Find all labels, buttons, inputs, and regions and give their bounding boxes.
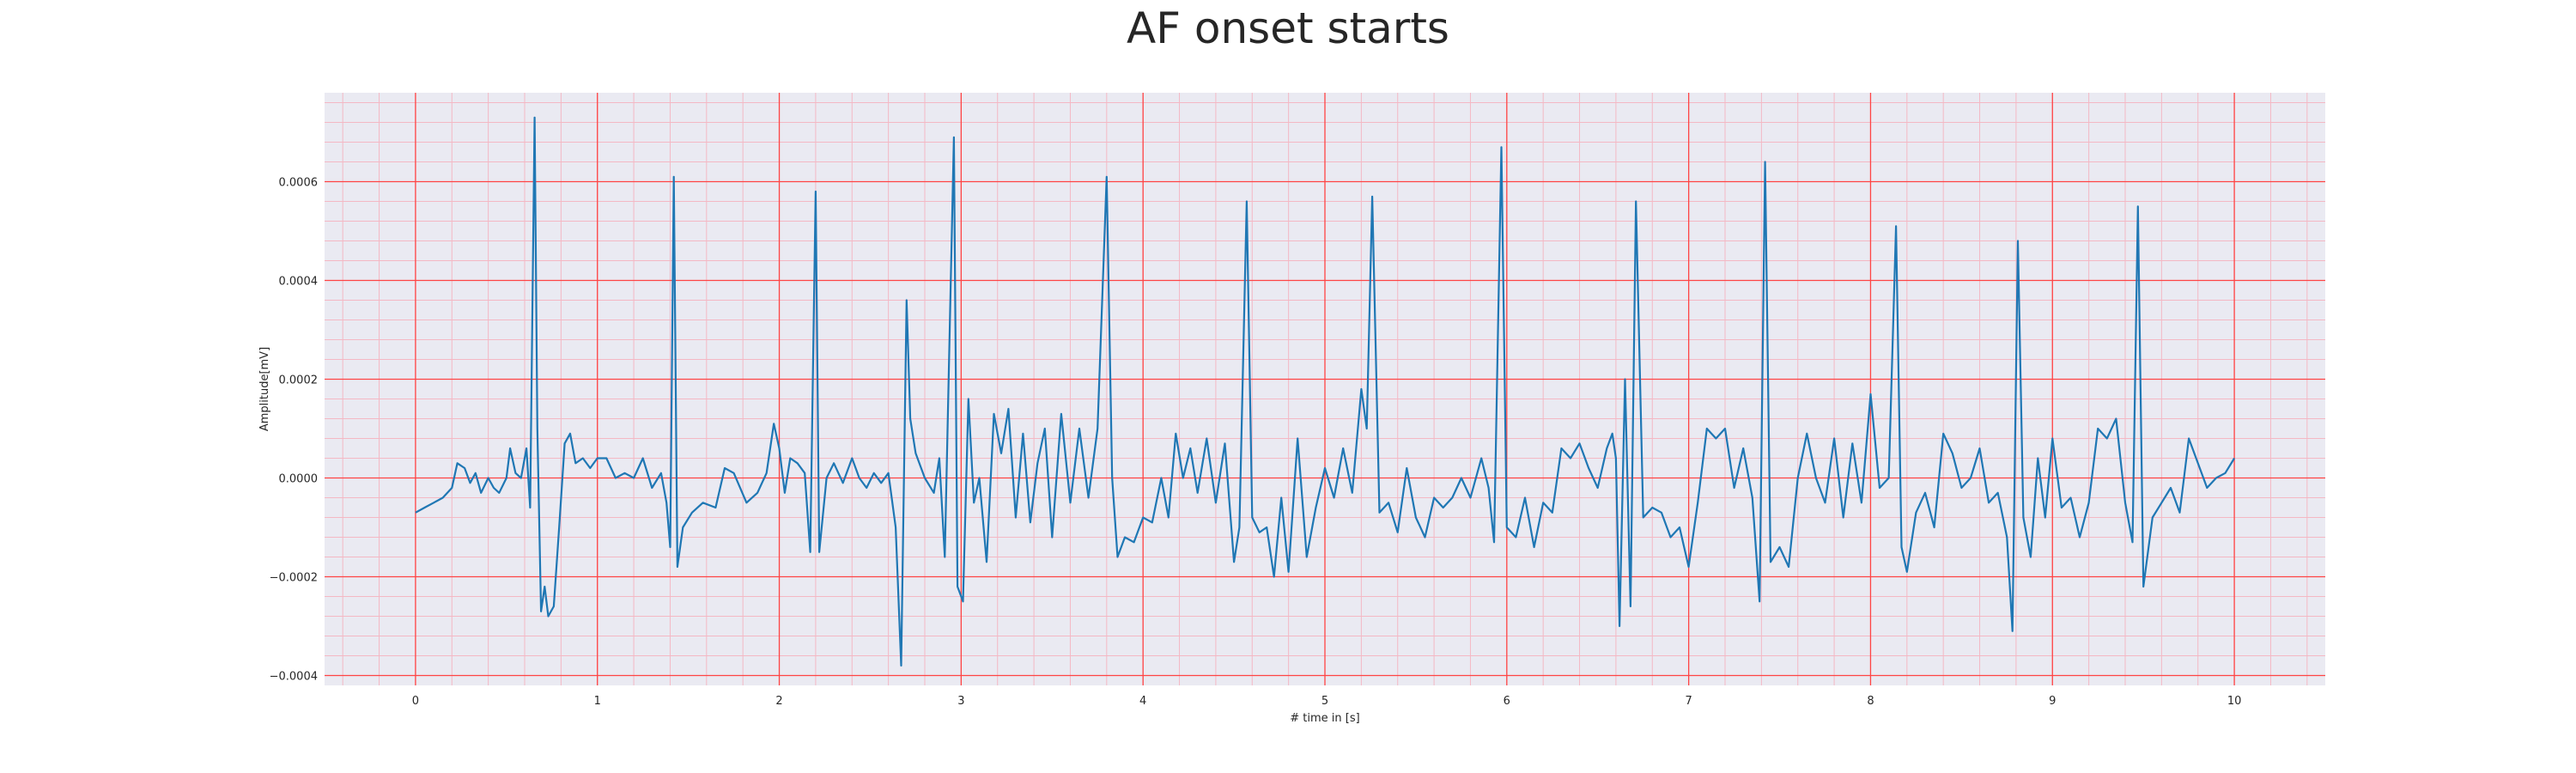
- y-tick-label: −0.0002: [270, 572, 318, 585]
- x-tick-label: 8: [1867, 695, 1874, 708]
- ecg-series-line: [415, 116, 2236, 667]
- x-tick-label: 6: [1504, 695, 1510, 708]
- x-tick-label: 4: [1139, 695, 1146, 708]
- x-axis-label: # time in [s]: [1290, 712, 1359, 725]
- y-tick-label: 0.0000: [279, 473, 319, 486]
- y-tick-label: 0.0004: [279, 276, 319, 289]
- x-tick-label: 3: [957, 695, 964, 708]
- x-tick-label: 9: [2049, 695, 2056, 708]
- chart-title: AF onset starts: [1127, 3, 1449, 53]
- x-tick-label: 2: [775, 695, 782, 708]
- y-axis-ticks: −0.0004 −0.0002 0.0000 0.0002 0.0004 0.0006: [270, 177, 318, 684]
- x-tick-label: 5: [1321, 695, 1328, 708]
- x-tick-label: 1: [594, 695, 601, 708]
- x-tick-label: 10: [2227, 695, 2242, 708]
- x-axis-ticks: 0 1 2 3 4 5 6 7 8 9 10: [412, 695, 2242, 708]
- x-tick-label: 7: [1685, 695, 1692, 708]
- y-tick-label: −0.0004: [270, 671, 318, 684]
- y-axis-label: Amplitude[mV]: [258, 347, 271, 431]
- x-tick-label: 0: [412, 695, 419, 708]
- y-tick-label: 0.0002: [279, 374, 319, 387]
- y-tick-label: 0.0006: [279, 177, 319, 190]
